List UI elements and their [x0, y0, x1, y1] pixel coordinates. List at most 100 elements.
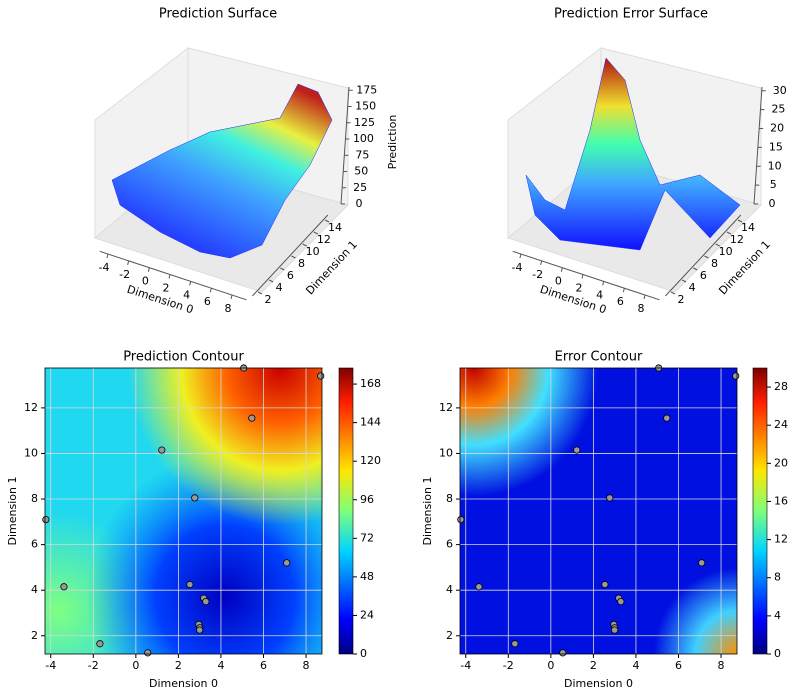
- colorbar: [338, 367, 354, 655]
- tick-mark: [693, 267, 698, 271]
- z-tick-label: 0: [769, 197, 776, 210]
- contour-fill: [460, 368, 737, 654]
- y-tick-label: 14: [328, 221, 342, 234]
- z-axis-label: Prediction: [386, 115, 399, 170]
- y-tick-label: 12: [730, 233, 744, 246]
- axis-line: [512, 250, 660, 301]
- y-tick-label: 6: [31, 538, 38, 551]
- x-tick-label: 8: [225, 302, 232, 315]
- x-tick-label: 4: [183, 288, 190, 301]
- y-axis-label: Dimension 1: [421, 477, 434, 546]
- y-tick-label: 10: [439, 446, 453, 459]
- tick-mark: [737, 219, 743, 223]
- tick-mark: [209, 288, 212, 293]
- tick-mark: [324, 219, 330, 223]
- sample-point: [698, 559, 706, 567]
- z-tick-label: 20: [770, 122, 784, 135]
- sample-point: [732, 372, 740, 380]
- x-tick-label: 4: [217, 659, 224, 672]
- y-tick-label: 4: [689, 281, 696, 294]
- y-tick-label: 12: [24, 401, 38, 414]
- tick-mark: [581, 274, 584, 279]
- x-tick-label: -4: [45, 659, 56, 672]
- x-tick-label: -2: [503, 659, 514, 672]
- x-tick-label: 2: [162, 282, 169, 295]
- sample-point: [511, 640, 519, 648]
- sample-point: [573, 446, 581, 454]
- colorbar-tick-label: 0: [774, 647, 781, 660]
- tick-mark: [257, 291, 263, 295]
- x-tick-label: 0: [142, 275, 149, 288]
- sample-point: [191, 494, 199, 502]
- x-tick-label: 4: [632, 659, 639, 672]
- y-tick-label: 2: [31, 629, 38, 642]
- z-tick-label: 100: [353, 132, 374, 145]
- z-tick-label: 10: [768, 159, 782, 172]
- x-tick-label: 0: [555, 275, 562, 288]
- plot-frame: [459, 367, 738, 655]
- tick-mark: [681, 279, 687, 283]
- tick-mark: [280, 267, 285, 271]
- x-tick-label: -2: [532, 268, 543, 281]
- y-tick-label: 6: [287, 269, 294, 282]
- tick-mark: [147, 267, 150, 272]
- sample-point: [457, 515, 465, 524]
- y-tick-label: 2: [677, 293, 684, 306]
- sample-point: [317, 372, 325, 380]
- x-axis-label: Dimension 0: [149, 677, 218, 690]
- tick-mark: [168, 274, 171, 279]
- sample-point: [606, 494, 614, 502]
- tick-mark: [230, 294, 233, 300]
- y-tick-label: 12: [317, 233, 331, 246]
- y-tick-label: 6: [700, 269, 707, 282]
- colorbar-tick-label: 12: [774, 533, 788, 546]
- x-tick-label: 6: [260, 659, 267, 672]
- tick-mark: [313, 231, 319, 235]
- x-tick-label: 2: [590, 659, 597, 672]
- x-tick-label: 6: [204, 295, 211, 308]
- tick-mark: [540, 260, 543, 265]
- surface: [111, 83, 333, 259]
- y-tick-label: 2: [264, 293, 271, 306]
- chart-title: Error Contour: [555, 350, 643, 365]
- y-tick-label: 8: [31, 492, 38, 505]
- colorbar-tick-label: 16: [774, 494, 788, 507]
- tick-mark: [519, 253, 522, 259]
- y-tick-label: 10: [24, 446, 38, 459]
- x-tick-label: 8: [303, 659, 310, 672]
- sample-point: [158, 446, 166, 454]
- colorbar-tick-label: 72: [360, 531, 374, 544]
- colorbar-tick-label: 168: [360, 377, 381, 390]
- z-tick-label: 5: [770, 178, 777, 191]
- sample-point: [617, 597, 625, 606]
- sample-point: [42, 515, 50, 524]
- x-tick-label: 4: [596, 288, 603, 301]
- colorbar-tick-label: 0: [360, 647, 367, 660]
- x-tick-label: -2: [88, 659, 99, 672]
- z-tick-label: 25: [771, 103, 785, 116]
- z-tick-label: 25: [353, 181, 367, 194]
- sample-point: [196, 626, 204, 634]
- tick-mark: [622, 288, 625, 293]
- x-tick-label: 0: [547, 659, 554, 672]
- y-tick-label: 4: [446, 583, 453, 596]
- y-tick-label: 4: [31, 583, 38, 596]
- chart-title: Prediction Surface: [159, 7, 277, 22]
- x-tick-label: -4: [511, 261, 522, 274]
- sample-point: [248, 414, 256, 422]
- sample-point: [144, 649, 152, 657]
- plot-frame: [44, 367, 323, 655]
- sample-point: [186, 580, 194, 589]
- colorbar-tick-label: 120: [360, 454, 381, 467]
- tick-mark: [291, 255, 296, 259]
- tick-mark: [602, 281, 605, 286]
- colorbar-tick-label: 24: [360, 608, 374, 621]
- z-tick-label: 50: [354, 165, 368, 178]
- colorbar-tick-label: 28: [774, 380, 788, 393]
- sample-point: [60, 583, 68, 591]
- x-tick-label: -4: [98, 261, 109, 274]
- x-tick-label: 6: [617, 295, 624, 308]
- x-axis-label: Dimension 0: [564, 677, 633, 690]
- sample-point: [475, 583, 483, 591]
